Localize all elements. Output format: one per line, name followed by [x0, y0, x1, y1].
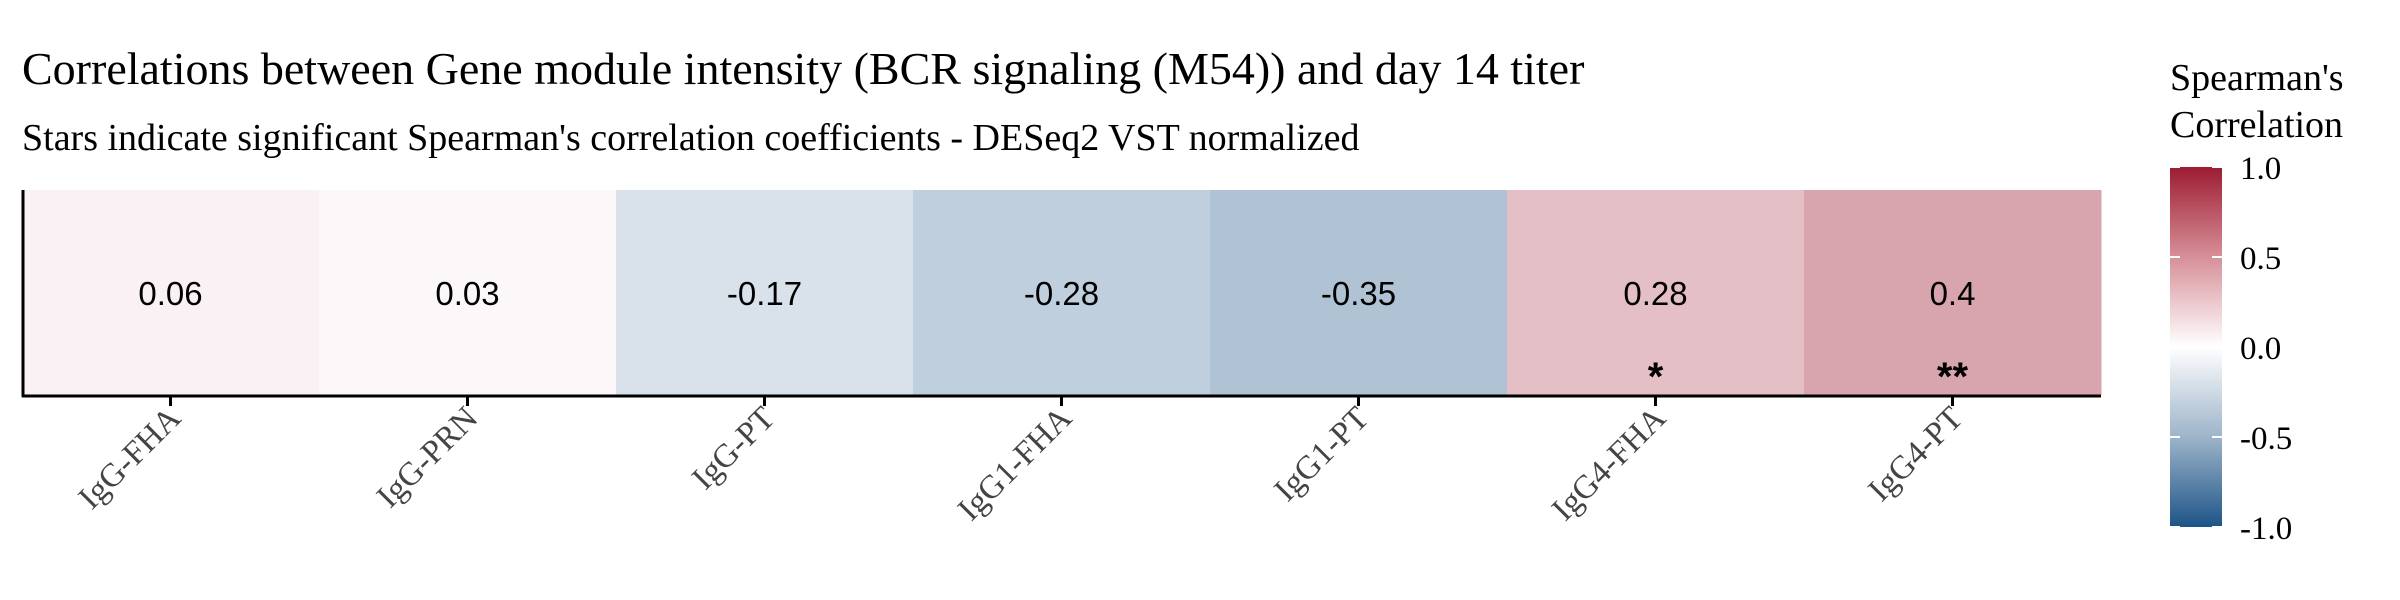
significance-stars: * **: [1648, 355, 1969, 399]
legend-tick-label: -0.5: [2240, 421, 2292, 457]
heatmap-cell: [1210, 190, 1508, 395]
heatmap-cell: [1507, 190, 1805, 395]
legend-title-line2: Correlation: [2170, 104, 2343, 146]
x-axis-tick-labels: IgG-FHA IgG-PRN IgG-PT IgG1-FHA IgG1-PT IgG4-…: [72, 400, 1970, 528]
cell-value-label: 0.03: [435, 275, 499, 312]
heatmap-cell: [616, 190, 914, 395]
heatmap-cells: [22, 190, 2102, 395]
legend-tick-label: 0.5: [2240, 241, 2281, 277]
cell-value-label: 0.06: [138, 275, 202, 312]
legend-tick-label: 0.0: [2240, 331, 2281, 367]
x-tick-label: IgG1-FHA: [951, 400, 1079, 528]
x-tick-label: IgG4-FHA: [1545, 400, 1673, 528]
legend-tick-label: -1.0: [2240, 511, 2292, 547]
heatmap-cell: [22, 190, 320, 395]
legend-tick-label: 1.0: [2240, 151, 2281, 187]
legend-title-line1: Spearman's: [2170, 57, 2344, 99]
chart-subtitle: Stars indicate significant Spearman's co…: [22, 117, 1360, 159]
cell-value-label: 0.28: [1623, 275, 1687, 312]
cell-value-label: 0.4: [1930, 275, 1976, 312]
heatmap-cell: [1804, 190, 2102, 395]
heatmap-cell: [913, 190, 1211, 395]
legend-ticks: 1.0 0.5 0.0 -0.5 -1.0: [2170, 151, 2292, 547]
x-tick-label: IgG1-PT: [1268, 400, 1376, 508]
cell-value-labels: 0.06 0.03 -0.17 -0.28 -0.35 0.28 0.4: [138, 275, 1975, 312]
heatmap-cell: [319, 190, 617, 395]
cell-value-label: -0.17: [727, 275, 802, 312]
x-tick-label: IgG-FHA: [72, 400, 188, 516]
significance-star: *: [1648, 355, 1664, 399]
x-axis-ticks: [169, 396, 1954, 406]
significance-star: **: [1937, 355, 1969, 399]
cell-value-label: -0.28: [1024, 275, 1099, 312]
x-tick-label: IgG-PRN: [370, 400, 485, 515]
x-tick-label: IgG-PT: [685, 400, 782, 497]
cell-value-label: -0.35: [1321, 275, 1396, 312]
x-tick-label: IgG4-PT: [1862, 400, 1970, 508]
chart-title: Correlations between Gene module intensi…: [22, 43, 1584, 94]
legend: Spearman's Correlation 1.0 0.5 0.0 -0.5 -1.0: [2170, 57, 2344, 547]
